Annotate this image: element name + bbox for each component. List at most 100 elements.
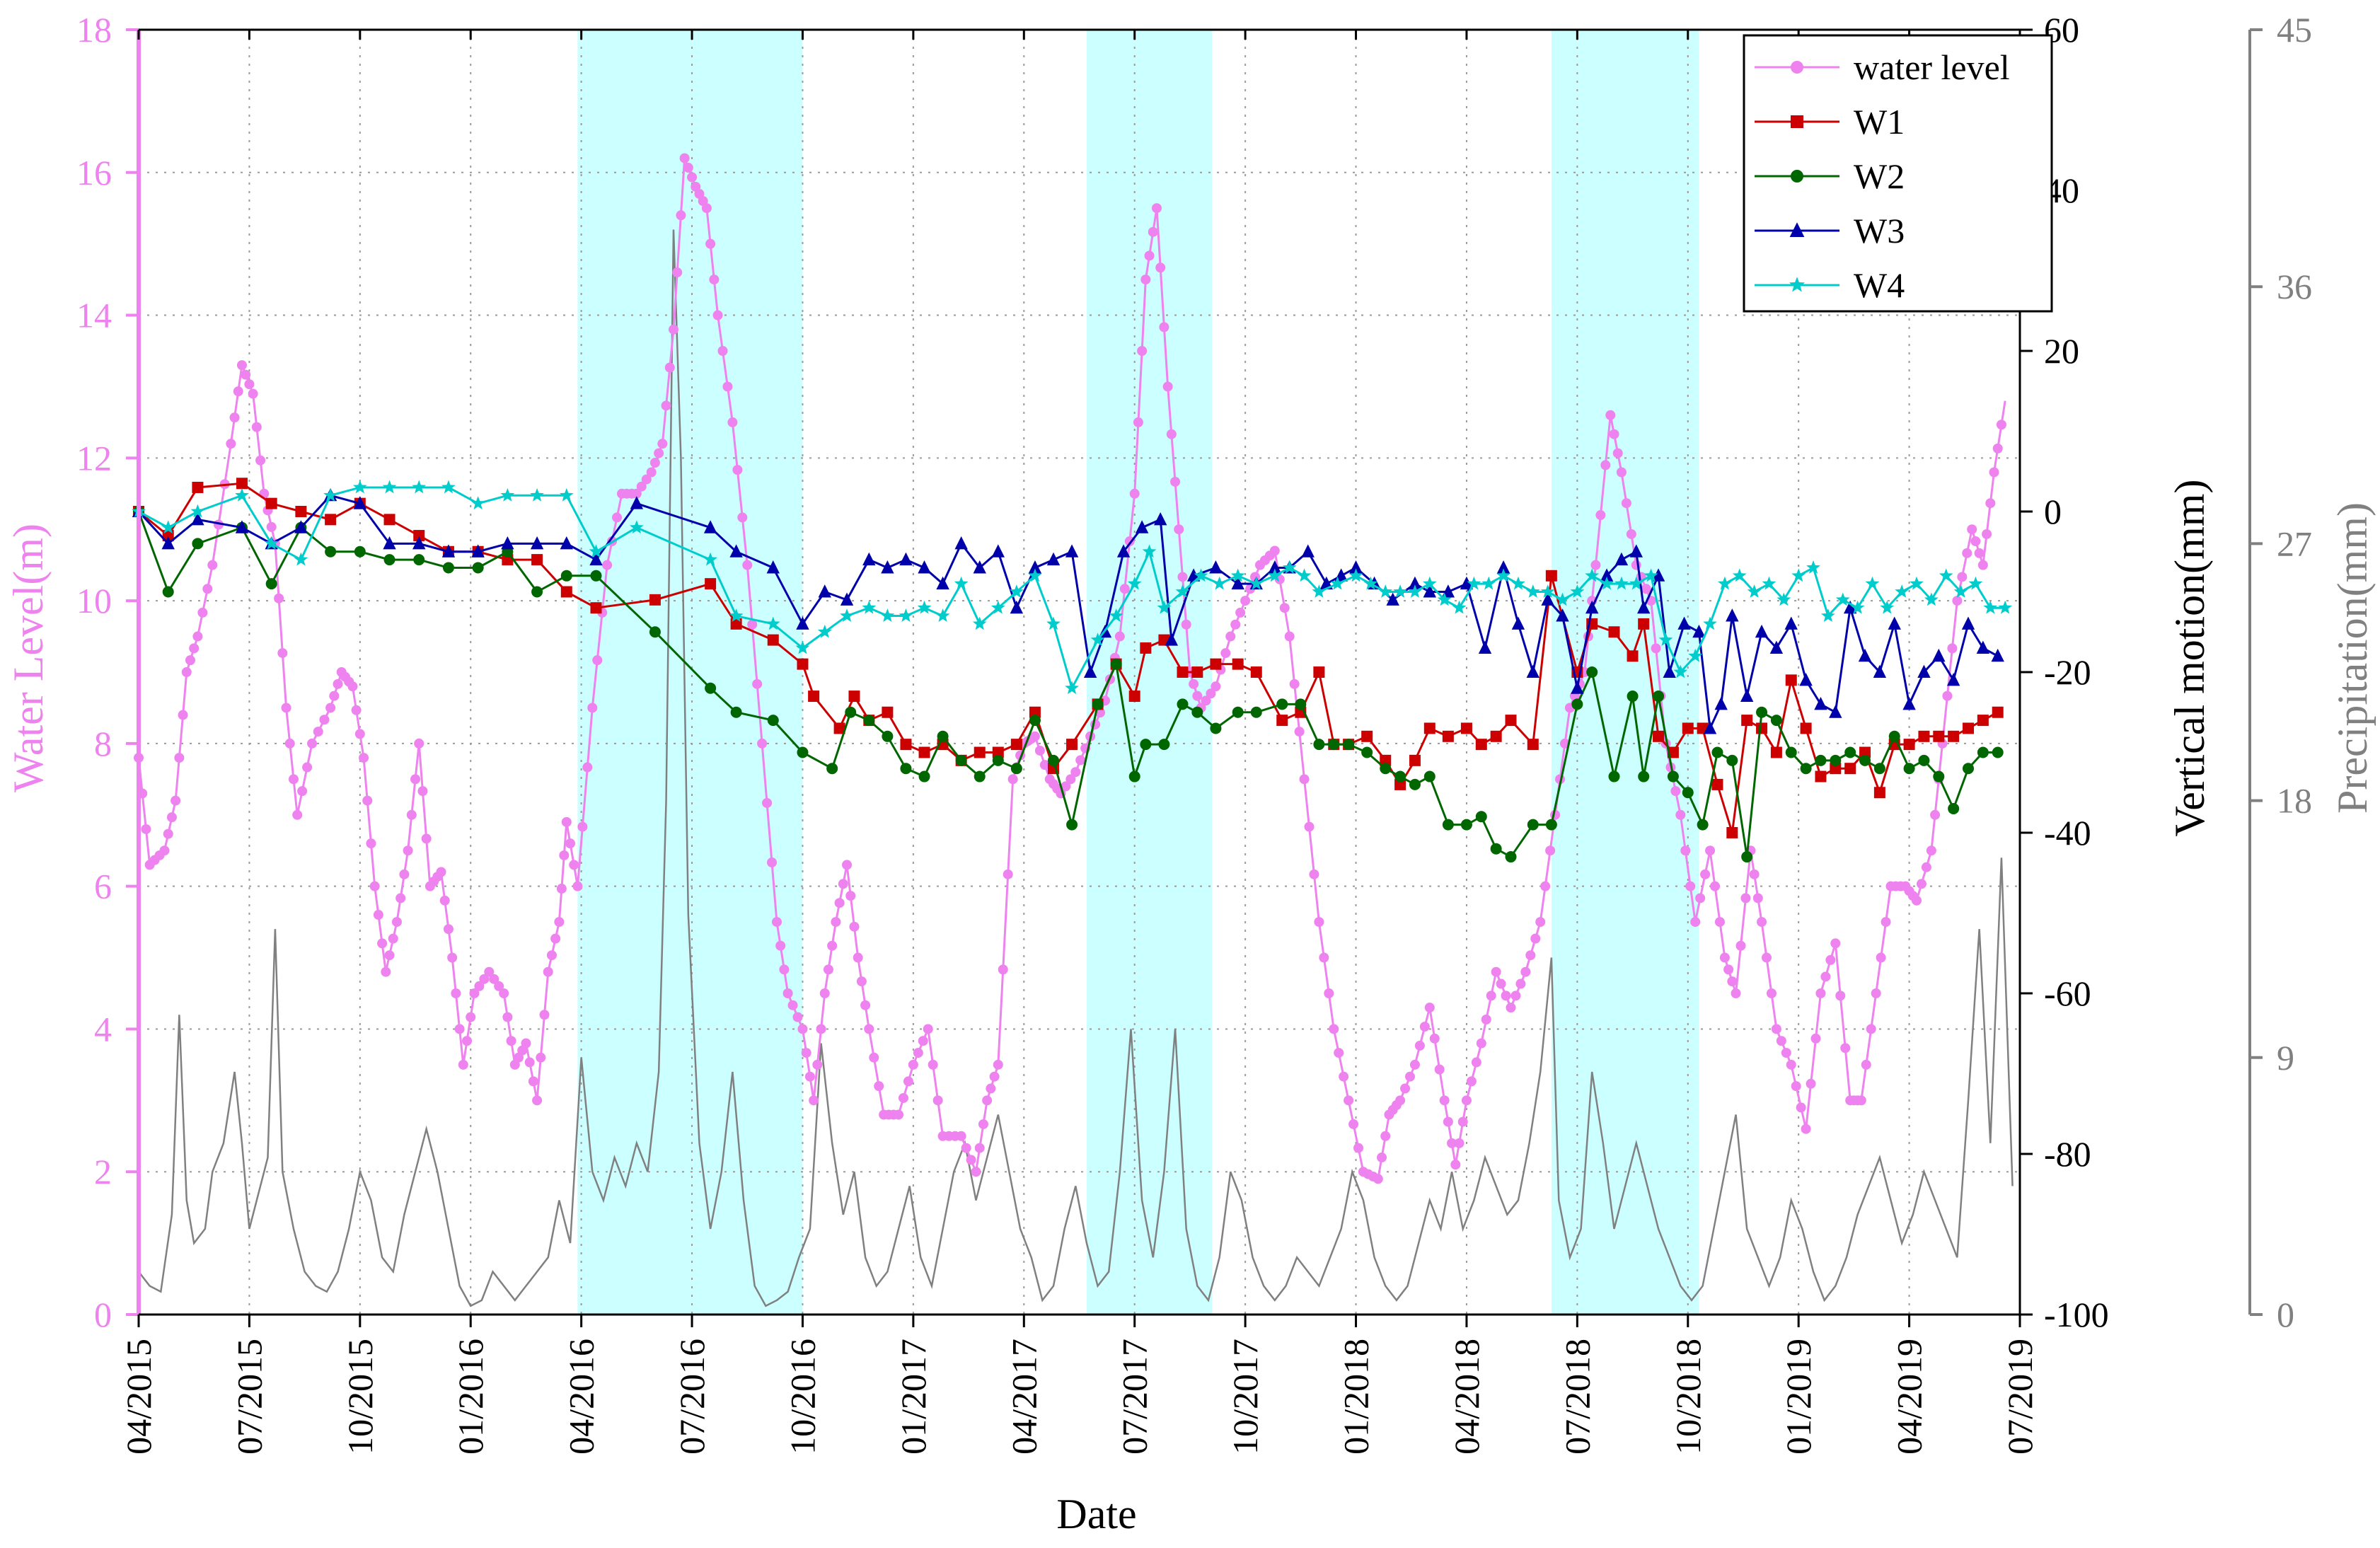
water-level-point [307,739,317,749]
series-point-w2 [1697,819,1709,831]
water-level-point [444,924,454,934]
series-point-w2 [1889,731,1900,742]
series-point-w4 [412,480,426,494]
left-axis-tick-label: 14 [76,296,112,335]
water-level-point [1430,1034,1440,1044]
series-point-w1 [1963,722,1974,734]
water-level-point [1314,917,1324,927]
water-level-point [1159,322,1169,332]
water-level-point [1772,1024,1781,1034]
water-level-point [838,879,848,889]
water-level-point [347,681,357,691]
water-level-point [540,1010,550,1020]
water-level-point [499,988,509,998]
series-point-w4 [1703,617,1717,630]
water-level-point [289,774,299,784]
y-axis-title-precipitation: Precipitation(mm) [2329,502,2376,814]
series-point-w3 [1065,544,1078,557]
water-level-point [1993,444,2003,454]
water-level-point [370,882,380,891]
series-point-w1 [1918,731,1929,742]
left-axis-tick-label: 8 [94,724,112,763]
water-level-point [864,1024,874,1034]
series-point-w3 [954,536,967,549]
series-point-w1 [1251,666,1262,678]
water-level-point [244,379,254,389]
series-point-w1 [1608,626,1619,637]
series-point-w2 [1295,698,1306,710]
series-point-w2 [1232,707,1244,718]
series-point-w4 [1526,584,1540,598]
series-point-w1 [1904,739,1915,750]
water-level-point [849,922,859,932]
water-level-point [1182,620,1191,630]
water-level-point [565,838,575,848]
series-point-w2 [863,715,874,726]
series-point-w1 [1977,715,1989,726]
series-point-w3 [1755,625,1768,637]
x-axis-tick-label: 01/2018 [1336,1339,1376,1455]
water-level-point [1690,917,1700,927]
water-level-point [267,522,277,532]
water-level-point [1791,1081,1801,1091]
series-point-w1 [236,478,248,489]
series-point-w1 [900,739,911,750]
water-level-point [1613,449,1623,458]
water-level-point [1070,767,1080,777]
series-point-w1 [1476,739,1487,750]
water-level-point [1440,1095,1450,1105]
water-level-point [762,798,772,808]
water-level-point [990,1072,1000,1082]
series-point-w3 [1859,649,1871,662]
x-axis-tick-label: 04/2018 [1447,1339,1486,1455]
series-point-w1 [1786,674,1797,686]
series-point-w2 [1361,747,1373,758]
series-point-w4 [1065,681,1079,694]
series-point-w2 [561,570,572,582]
water-level-point [1467,1076,1477,1086]
series-point-w2 [1527,819,1539,831]
water-level-point [1735,941,1745,951]
water-level-point [1520,967,1530,977]
x-axis-tick-label: 04/2017 [1004,1339,1044,1455]
water-level-point [329,691,339,701]
series-point-w1 [1874,787,1885,798]
series-point-w1 [1140,642,1151,654]
series-point-w1 [974,747,986,758]
water-level-point [1425,1003,1435,1012]
water-level-point [536,1053,545,1063]
water-level-point [171,796,180,806]
water-level-point [592,655,602,665]
water-level-point [757,739,767,749]
water-level-point [1491,967,1501,977]
water-level-point [559,850,569,860]
water-level-point [1866,1024,1876,1034]
water-level-point [647,468,657,478]
water-level-point [1835,990,1845,1000]
water-level-point [802,1048,811,1058]
precipitation-axis-tick-label: 9 [2277,1038,2294,1078]
water-level-point [797,1024,807,1034]
water-level-point [377,938,387,948]
water-level-point [1715,917,1725,927]
left-axis-tick-label: 2 [94,1152,112,1191]
water-level-point [381,967,391,977]
series-point-w2 [443,562,454,573]
series-point-w1 [1948,731,1959,742]
series-point-w1 [531,554,543,565]
water-level-point [662,400,671,410]
water-level-point [407,810,417,820]
series-point-w2 [1409,779,1421,790]
water-level-point [1871,988,1881,998]
water-level-point [752,679,762,689]
water-level-point [1651,643,1661,653]
series-point-w2 [473,562,484,573]
series-point-w2 [1608,771,1619,782]
water-level-point [831,917,840,927]
water-level-point [1230,620,1240,630]
series-point-w2 [1918,755,1929,766]
water-level-point [1455,1138,1465,1148]
water-level-point [587,703,597,712]
water-level-point [1930,810,1940,820]
series-point-w2 [591,570,602,582]
